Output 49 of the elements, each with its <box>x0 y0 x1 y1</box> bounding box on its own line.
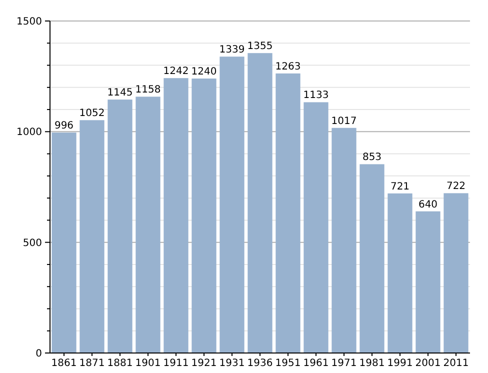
x-tick-label: 1871 <box>79 358 105 369</box>
data-label: 1017 <box>331 116 357 127</box>
bar <box>276 73 300 353</box>
bar <box>52 132 76 353</box>
x-tick-label: 1921 <box>191 358 217 369</box>
x-tick-label: 2011 <box>443 358 469 369</box>
bar <box>220 56 244 353</box>
data-label: 722 <box>446 181 466 192</box>
data-label: 1339 <box>219 44 245 56</box>
x-tick-label: 2001 <box>415 358 441 369</box>
bar <box>80 120 104 353</box>
x-tick-label: 1951 <box>275 358 301 369</box>
x-tick-label: 1861 <box>51 358 77 369</box>
bar <box>304 102 328 353</box>
data-label: 996 <box>54 120 74 132</box>
data-label: 1133 <box>303 90 329 102</box>
x-tick-label: 1881 <box>107 358 133 369</box>
bar <box>416 211 440 353</box>
x-tick-label: 1971 <box>331 358 357 369</box>
x-tick-label: 1936 <box>247 358 273 369</box>
x-tick-label: 1981 <box>359 358 385 369</box>
x-tick-label: 1961 <box>303 358 329 369</box>
data-label: 721 <box>390 181 410 192</box>
y-tick-label: 1000 <box>16 127 42 138</box>
bar <box>164 78 188 353</box>
x-tick-label: 1991 <box>387 358 413 369</box>
x-tick-label: 1901 <box>135 358 161 369</box>
bar <box>136 96 160 353</box>
data-label: 1355 <box>247 41 273 52</box>
data-label: 1263 <box>275 61 301 72</box>
y-tick-label: 1500 <box>16 16 42 28</box>
data-label: 1145 <box>107 88 133 99</box>
bar <box>444 193 468 353</box>
data-label: 1158 <box>135 84 161 96</box>
bar <box>360 164 384 353</box>
y-tick-label: 0 <box>36 348 42 360</box>
x-tick-label: 1931 <box>219 358 245 369</box>
x-tick-label: 1911 <box>163 358 189 369</box>
data-label: 640 <box>418 199 438 210</box>
bar <box>248 53 272 353</box>
bar <box>192 78 216 353</box>
data-label: 1240 <box>191 66 217 78</box>
data-label: 1242 <box>163 66 189 78</box>
data-label: 1052 <box>79 108 105 120</box>
data-label: 853 <box>362 152 382 164</box>
y-tick-label: 500 <box>22 238 42 249</box>
bar <box>108 100 132 353</box>
bar <box>388 193 412 353</box>
bar <box>332 128 356 353</box>
